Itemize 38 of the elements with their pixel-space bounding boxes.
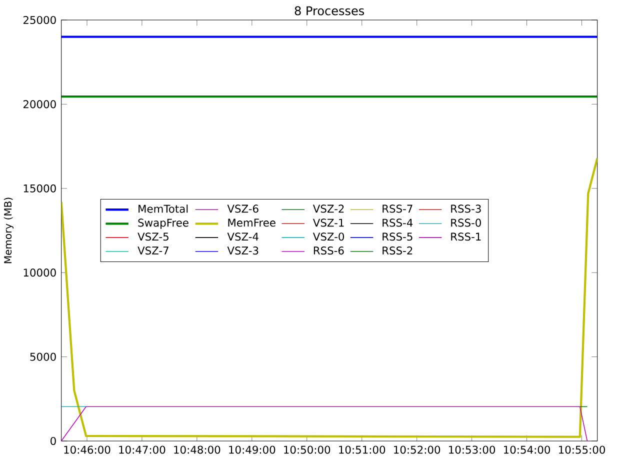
x-tick-label: 10:51:00 bbox=[339, 446, 386, 454]
x-tick-label: 10:49:00 bbox=[229, 446, 276, 454]
x-tick-label: 10:53:00 bbox=[449, 446, 496, 454]
legend-label: RSS-4 bbox=[382, 218, 413, 227]
legend-label: RSS-6 bbox=[314, 246, 344, 255]
legend-label: MemFree bbox=[228, 218, 276, 227]
legend-label: VSZ-4 bbox=[227, 232, 258, 241]
legend-label: MemTotal bbox=[138, 204, 188, 213]
legend-label: RSS-1 bbox=[451, 232, 481, 241]
y-tick-label: 0 bbox=[50, 436, 56, 446]
legend-label: RSS-3 bbox=[451, 204, 481, 213]
legend-label: SwapFree bbox=[138, 218, 188, 229]
chart-title: 8 Processes bbox=[294, 6, 364, 16]
legend-label: RSS-0 bbox=[451, 218, 481, 227]
x-tick-label: 10:50:00 bbox=[284, 446, 330, 454]
y-axis-title: Memory (MB) bbox=[4, 198, 14, 264]
legend-label: VSZ-3 bbox=[227, 246, 258, 255]
y-tick-label: 5000 bbox=[30, 352, 56, 361]
legend-label: VSZ-0 bbox=[312, 232, 344, 241]
x-tick-label: 10:54:00 bbox=[504, 446, 550, 454]
x-tick-label: 10:48:00 bbox=[174, 446, 220, 454]
x-tick-label: 10:55:00 bbox=[558, 446, 606, 454]
legend-label: VSZ-1 bbox=[312, 218, 344, 227]
legend-label: RSS-5 bbox=[382, 232, 412, 241]
legend-label: VSZ-7 bbox=[138, 246, 168, 255]
y-tick-label: 10000 bbox=[24, 268, 56, 277]
y-tick-label: 20000 bbox=[23, 100, 56, 108]
y-tick-label: 15000 bbox=[24, 184, 56, 192]
legend-label: VSZ-6 bbox=[227, 204, 258, 213]
x-tick-label: 10:47:00 bbox=[119, 446, 166, 454]
legend-label: RSS-7 bbox=[382, 204, 412, 213]
x-tick-label: 10:52:00 bbox=[394, 446, 440, 454]
legend-label: RSS-2 bbox=[382, 246, 412, 255]
x-tick-label: 10:46:00 bbox=[64, 446, 110, 454]
line-series bbox=[61, 157, 598, 438]
legend-label: VSZ-2 bbox=[312, 204, 344, 213]
legend-label: VSZ-5 bbox=[138, 232, 168, 241]
y-tick-label: 25000 bbox=[23, 16, 56, 24]
